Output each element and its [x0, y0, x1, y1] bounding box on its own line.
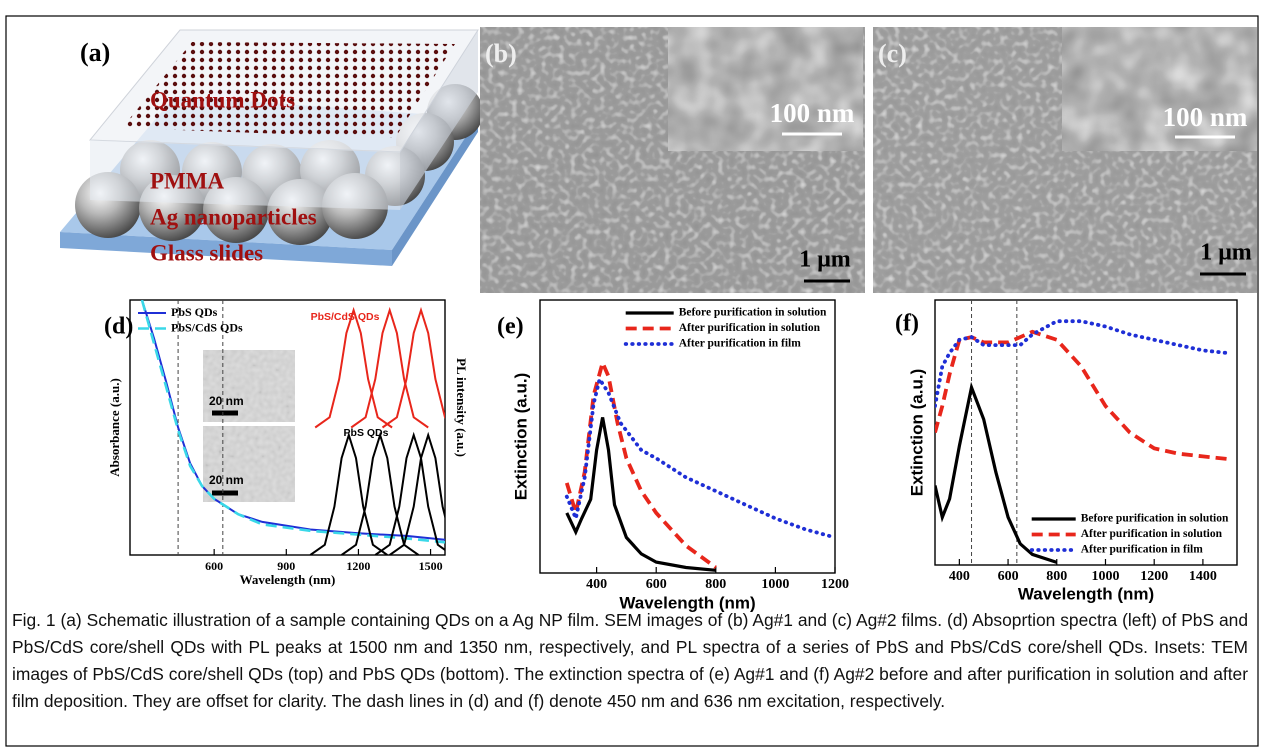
y-axis-label: Absorbance (a.u.) [107, 378, 122, 477]
y-axis-label: Extinction (a.u.) [511, 373, 530, 501]
x-axis-label: Wavelength (nm) [1018, 584, 1154, 603]
page: { "panels": { "a": {"label": "(a)", "tex… [0, 0, 1265, 749]
annotation: PbS QDs [344, 427, 389, 439]
x-tick-label: 800 [1046, 569, 1067, 584]
layer-label: PMMA [150, 168, 224, 193]
panel-label: (b) [485, 39, 517, 68]
pmma-front [90, 140, 400, 210]
sem-inset [668, 27, 863, 151]
x-tick-label: 1200 [821, 577, 849, 592]
panel-label: (d) [104, 314, 133, 340]
tem-insets: 20 nm 20 nm [203, 350, 295, 502]
x-tick-label: 600 [646, 577, 667, 592]
legend: Before purification in solution After pur… [626, 307, 827, 350]
scale-label: 100 nm [770, 98, 855, 128]
series-line [567, 363, 716, 568]
x-tick-label: 1000 [1091, 569, 1119, 584]
y2-axis-label: PL intensity (a.u.) [454, 358, 469, 457]
legend-label: PbS QDs [171, 305, 218, 319]
schematic: (a) Quantum Dots PMMA Ag nanoparticles G… [60, 30, 483, 266]
scale-label: 20 nm [209, 473, 244, 487]
legend-label: After purification in film [1081, 544, 1204, 556]
legend-label: After purification in solution [679, 322, 821, 334]
series-line [935, 321, 1227, 406]
sem-panel: (b) 100 nm 1 μm [480, 27, 865, 293]
series-line [935, 332, 1227, 459]
series-line [351, 310, 428, 427]
layer-label: Ag nanoparticles [150, 204, 317, 229]
legend-label: Before purification in solution [679, 307, 827, 319]
x-tick-label: 600 [998, 569, 1019, 584]
sem-inset [1062, 27, 1257, 151]
x-axis-label: Wavelength (nm) [240, 572, 336, 587]
chart: 400 600 800 1000 1200 1400 Wavelength (nm) Exti… [895, 300, 1237, 603]
series-line [315, 310, 392, 427]
series-line [383, 310, 460, 427]
x-tick-label: 1500 [419, 559, 443, 573]
legend-label: PbS/CdS QDs [171, 320, 243, 334]
x-tick-label: 600 [205, 559, 223, 573]
series-line [567, 379, 835, 537]
x-tick-label: 400 [949, 569, 970, 584]
x-tick-label: 1400 [1189, 569, 1217, 584]
x-tick-label: 1200 [1140, 569, 1168, 584]
legend: Before purification in solution After pur… [1032, 513, 1229, 556]
legend-label: After purification in solution [1081, 528, 1223, 540]
panel-label: (a) [80, 38, 110, 67]
plot-frame [935, 300, 1237, 565]
panel-label: (c) [878, 39, 907, 68]
annotation: PbS/CdS QDs [311, 311, 380, 323]
x-tick-label: 1200 [346, 559, 370, 573]
scale-label: 20 nm [209, 394, 244, 408]
legend-label: After purification in film [679, 338, 802, 350]
panel-label: (e) [497, 314, 524, 340]
x-tick-label: 1000 [761, 577, 789, 592]
x-tick-label: 400 [586, 577, 607, 592]
panel-label: (f) [895, 311, 919, 337]
sem-panel: (c) 100 nm 1 μm [873, 27, 1257, 293]
x-tick-label: 800 [705, 577, 726, 592]
scale-label: 1 μm [799, 247, 851, 273]
x-tick-label: 900 [277, 559, 295, 573]
layer-label: Quantum Dots [150, 87, 295, 112]
figure-caption: Fig. 1 (a) Schematic illustration of a s… [12, 607, 1248, 715]
scale-label: 100 nm [1163, 102, 1248, 132]
scale-label: 1 μm [1200, 240, 1252, 266]
layer-label: Glass slides [150, 240, 263, 265]
legend-label: Before purification in solution [1081, 513, 1229, 525]
y-axis-label: Extinction (a.u.) [907, 369, 926, 497]
